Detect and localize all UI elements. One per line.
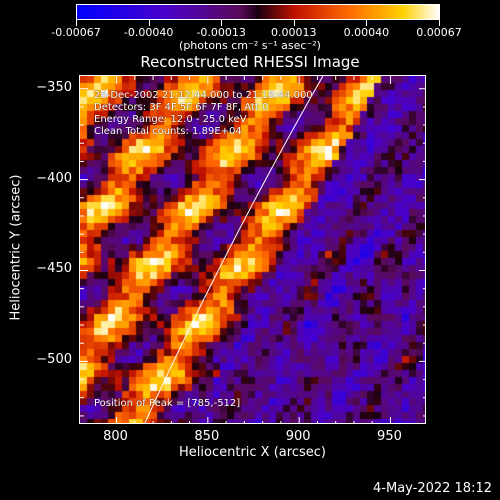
- colorbar-tick-label: 0.00067: [416, 26, 462, 39]
- colorbar-tick-label: -0.00067: [51, 26, 101, 39]
- x-axis-label: Heliocentric X (arcsec): [179, 445, 326, 460]
- info-detectors: Detectors: 3F 4F 5F 6F 7F 8F, Att 0: [94, 102, 269, 113]
- colorbar-tick-label: -0.00013: [196, 26, 246, 39]
- y-tick-label: −500: [36, 352, 72, 368]
- y-tick-label: −400: [36, 170, 72, 186]
- colorbar-units: (photons cm⁻² s⁻¹ asec⁻²): [179, 39, 321, 52]
- colorbar-tick: [439, 20, 440, 26]
- info-time: 28-Dec-2002 21:12:44.000 to 21:18:44.000: [94, 90, 313, 101]
- info-energy: Energy Range: 12.0 - 25.0 keV: [94, 114, 247, 125]
- reconstructed-image: [80, 76, 425, 423]
- x-tick-label: 800: [103, 429, 128, 444]
- y-tick-label: −350: [36, 79, 72, 95]
- colorbar-tick: [148, 20, 150, 26]
- colorbar: [76, 4, 440, 20]
- x-tick-label: 900: [285, 429, 311, 444]
- y-tick-label: −450: [36, 261, 72, 277]
- plot-area: 28-Dec-2002 21:12:44.000 to 21:18:44.000…: [79, 75, 426, 424]
- colorbar-tick: [76, 20, 77, 26]
- colorbar-tick-label: -0.00040: [123, 26, 174, 39]
- solar-limb-curve: [144, 76, 324, 423]
- colorbar-tick: [366, 20, 368, 26]
- datestamp: 4-May-2022 18:12: [373, 481, 492, 496]
- colorbar-tick: [221, 20, 223, 26]
- image-title: Reconstructed RHESSI Image: [140, 53, 360, 71]
- colorbar-tick-label: 0.00040: [343, 26, 390, 39]
- y-axis-label: Heliocentric Y (arcsec): [8, 174, 24, 321]
- colorbar-tick-label: 0.00013: [271, 26, 317, 39]
- colorbar-tick: [293, 20, 295, 26]
- plot-overlay: [80, 76, 425, 423]
- info-peak: Position of Peak = [785,-512]: [94, 398, 241, 409]
- x-tick-label: 950: [377, 429, 402, 444]
- x-tick-label: 850: [194, 429, 220, 444]
- info-clean: Clean Total counts: 1.89E+04: [94, 126, 242, 137]
